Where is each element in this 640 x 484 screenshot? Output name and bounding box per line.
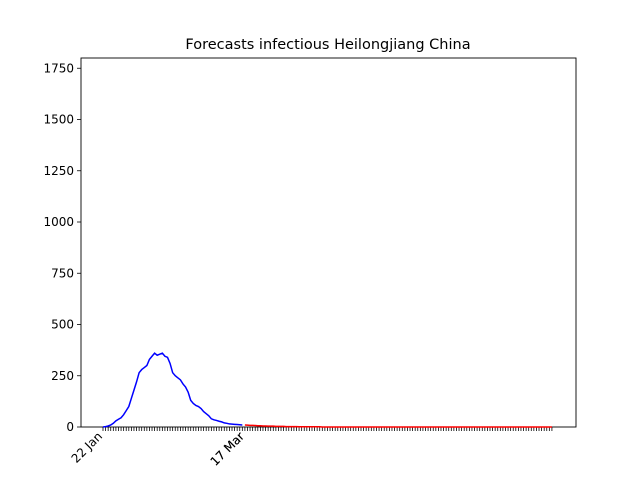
y-tick-label: 1750 <box>43 61 74 75</box>
chart-title: Forecasts infectious Heilongjiang China <box>185 37 470 53</box>
y-tick-label: 1250 <box>43 164 74 178</box>
y-tick-label: 750 <box>51 266 74 280</box>
y-tick-label: 0 <box>66 420 74 434</box>
series-line <box>102 352 243 428</box>
y-tick-label: 500 <box>51 318 74 332</box>
y-tick-label: 1500 <box>43 113 74 127</box>
series-line <box>244 424 552 428</box>
y-tick-label: 250 <box>51 369 74 383</box>
y-tick-label: 1000 <box>43 215 74 229</box>
